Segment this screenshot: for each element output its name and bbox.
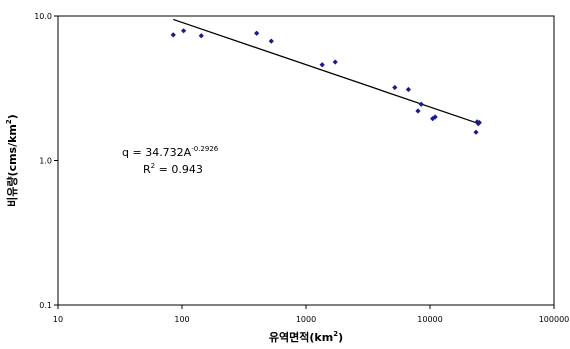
data-point [319,62,325,68]
x-tick-label: 10 [53,315,63,324]
data-points [170,28,482,135]
data-point [180,28,187,34]
y-tick-label: 0.1 [39,301,52,310]
x-tick-label: 1000 [296,315,316,324]
y-tick-label: 1.0 [39,157,52,166]
data-point [332,59,338,65]
trendline-group [173,18,480,125]
data-point [198,33,204,39]
data-point [254,30,260,36]
data-point [392,84,398,91]
data-point [405,86,412,93]
data-point [473,129,479,135]
data-point [430,115,436,122]
data-point [415,108,421,114]
data-point [418,101,424,107]
r-squared-text: R2 = 0.943 [143,162,203,176]
x-tick-label: 100000 [539,315,570,324]
data-point [474,119,480,125]
data-point [268,38,274,44]
y-tick-label: 10.0 [34,12,52,21]
equation-text: q = 34.732A-0.2926 [122,145,219,159]
x-tick-label: 100 [174,315,189,324]
y-axis-title: 비유량(cms/km2) [5,114,19,207]
trendline [173,18,480,125]
x-axis-ticks: 10 100 1000 10000 100000 [53,305,569,324]
data-point [170,32,176,38]
x-axis-title: 유역면적(km2) [269,330,343,344]
data-point [476,119,482,126]
x-tick-label: 10000 [417,315,442,324]
plot-area [57,15,555,306]
data-point [432,114,438,120]
y-axis-ticks: 0.1 1.0 10.0 [34,12,58,310]
